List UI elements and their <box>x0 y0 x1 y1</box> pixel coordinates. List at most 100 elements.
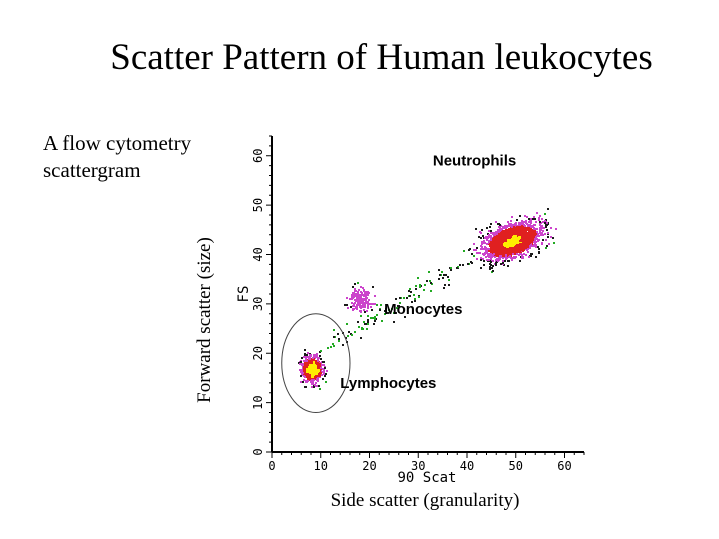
scatter-point <box>428 271 430 273</box>
scatter-point <box>310 371 313 374</box>
scatter-point <box>529 235 532 238</box>
scatter-point <box>533 230 536 233</box>
scatter-point <box>507 239 510 242</box>
scatter-point <box>500 233 503 236</box>
scatter-point <box>504 239 507 242</box>
scatter-point <box>357 321 359 323</box>
scatter-point <box>311 379 313 381</box>
scatter-point <box>496 251 499 254</box>
scatter-point <box>526 235 529 238</box>
scatter-point <box>310 381 312 383</box>
scatter-point <box>480 237 482 239</box>
scatter-point <box>518 234 521 237</box>
scatter-point <box>545 226 547 228</box>
description-line-1: A flow cytometry <box>43 131 192 155</box>
scatter-point <box>526 216 528 218</box>
scatter-point <box>521 235 524 238</box>
scatter-point <box>506 232 509 235</box>
scatter-point <box>470 261 472 263</box>
scatter-point <box>526 237 529 240</box>
scatter-point <box>498 243 501 246</box>
scatter-point <box>486 243 488 245</box>
scatter-point <box>308 361 311 364</box>
scatter-point <box>301 357 303 359</box>
scatter-point <box>370 303 372 305</box>
scatter-point <box>484 242 486 244</box>
scatter-point <box>318 385 320 387</box>
scatter-point <box>360 286 362 288</box>
scatter-point <box>426 280 428 282</box>
scatter-point <box>311 377 314 380</box>
scatter-point <box>360 337 362 339</box>
scatter-point <box>374 316 376 318</box>
scatter-point <box>342 344 344 346</box>
scatter-point <box>511 226 513 228</box>
scatter-point <box>507 265 509 267</box>
scatter-point <box>473 249 475 251</box>
scatter-point <box>467 263 469 265</box>
outer-x-axis-label: Side scatter (granularity) <box>330 490 520 511</box>
scatter-point <box>337 333 339 335</box>
scatter-point <box>485 247 487 249</box>
scatter-point <box>413 294 415 296</box>
scatter-point <box>505 254 507 256</box>
scatter-point <box>511 249 514 252</box>
scatter-point <box>525 243 528 246</box>
scatter-point <box>525 227 528 230</box>
scatter-point <box>535 256 537 258</box>
scatter-point <box>300 361 302 363</box>
scatter-point <box>538 235 540 237</box>
scatter-point <box>541 232 543 234</box>
scatter-point <box>496 233 498 235</box>
scatter-point <box>475 249 477 251</box>
scatter-point <box>507 242 510 245</box>
scatter-point <box>523 221 525 223</box>
scatter-point <box>365 302 367 304</box>
scatter-point <box>497 260 499 262</box>
scatter-point <box>521 246 524 249</box>
scatter-point <box>314 366 317 369</box>
scatter-point <box>531 233 534 236</box>
scatter-point <box>319 355 321 357</box>
scatter-point <box>307 352 309 354</box>
scatter-point <box>362 306 364 308</box>
scatter-point <box>376 314 378 316</box>
scatter-point <box>490 232 492 234</box>
scatter-point <box>525 239 528 242</box>
scatter-point <box>502 254 505 257</box>
scatter-point <box>541 243 543 245</box>
description-line-2: scattergram <box>43 158 141 182</box>
scatter-point <box>357 301 359 303</box>
scatter-point <box>492 245 495 248</box>
scatter-point <box>490 230 492 232</box>
scatter-point <box>504 260 506 262</box>
scatter-point <box>352 292 354 294</box>
scatter-point <box>368 299 370 301</box>
scatter-point <box>487 253 489 255</box>
scatter-point <box>333 329 335 331</box>
scatter-point <box>523 239 526 242</box>
scatter-point <box>310 369 313 372</box>
scatter-point <box>515 247 518 250</box>
scatter-point <box>509 238 512 241</box>
scatter-point <box>544 213 546 215</box>
scatter-point <box>372 303 374 305</box>
scatter-point <box>429 280 431 282</box>
scatter-point <box>352 308 354 310</box>
scatter-point <box>514 237 517 240</box>
scatter-point <box>409 295 411 297</box>
scatter-point <box>513 242 516 245</box>
scatter-point <box>384 313 386 315</box>
scatter-point <box>543 227 545 229</box>
scatter-point <box>302 364 304 366</box>
scatter-point <box>364 311 366 313</box>
scatter-point <box>533 236 536 239</box>
scatter-point <box>522 233 525 236</box>
scatter-point <box>393 321 395 323</box>
scatter-point <box>333 336 335 338</box>
scatter-point <box>357 291 359 293</box>
scatter-point <box>498 234 501 237</box>
scatter-point <box>490 261 492 263</box>
scatter-point <box>314 368 317 371</box>
scatter-point <box>499 238 502 241</box>
